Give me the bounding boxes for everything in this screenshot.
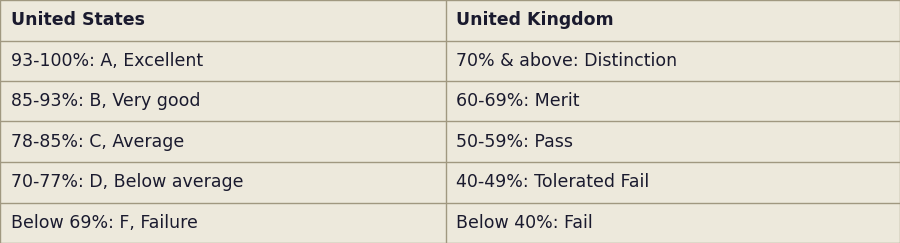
Text: 70% & above: Distinction: 70% & above: Distinction: [456, 52, 678, 70]
Text: 40-49%: Tolerated Fail: 40-49%: Tolerated Fail: [456, 173, 650, 191]
Text: 50-59%: Pass: 50-59%: Pass: [456, 133, 573, 151]
Text: 60-69%: Merit: 60-69%: Merit: [456, 92, 580, 110]
Text: United Kingdom: United Kingdom: [456, 11, 614, 29]
Text: Below 69%: F, Failure: Below 69%: F, Failure: [11, 214, 198, 232]
Text: 93-100%: A, Excellent: 93-100%: A, Excellent: [11, 52, 202, 70]
Text: 78-85%: C, Average: 78-85%: C, Average: [11, 133, 184, 151]
Text: Below 40%: Fail: Below 40%: Fail: [456, 214, 593, 232]
Text: 70-77%: D, Below average: 70-77%: D, Below average: [11, 173, 243, 191]
Text: 85-93%: B, Very good: 85-93%: B, Very good: [11, 92, 201, 110]
Text: United States: United States: [11, 11, 145, 29]
